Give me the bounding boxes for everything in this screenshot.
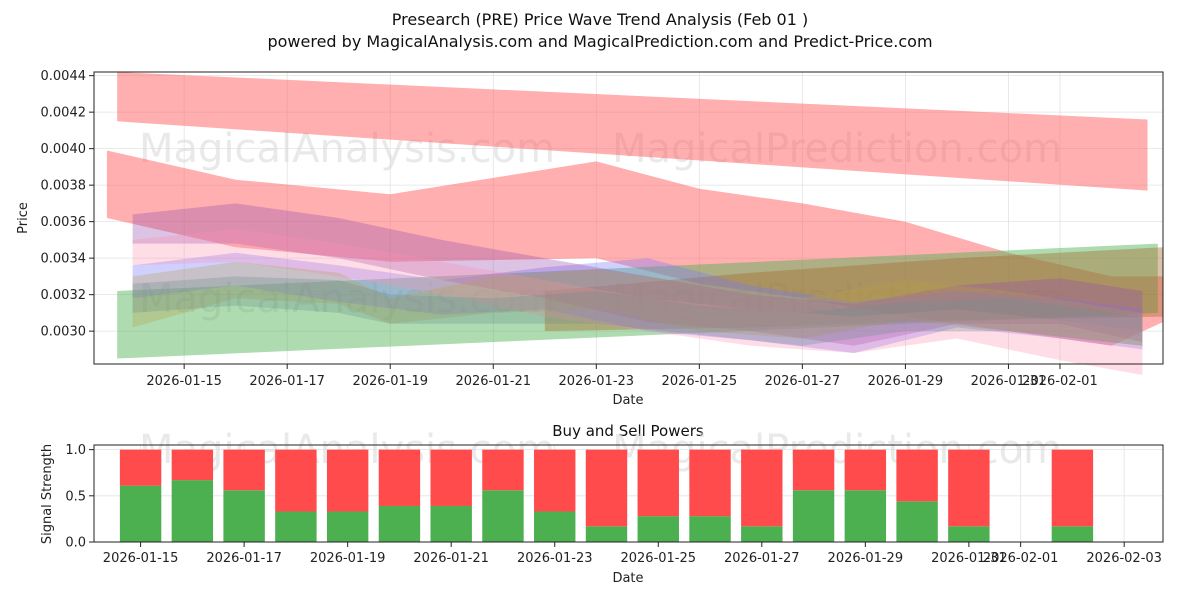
power-xtick-label: 2026-01-25 bbox=[620, 551, 696, 566]
power-xtick-label: 2026-01-27 bbox=[724, 551, 800, 566]
sell-bar bbox=[948, 449, 990, 527]
price-xtick-label: 2026-01-19 bbox=[352, 374, 428, 389]
sell-bar bbox=[378, 449, 421, 506]
price-ytick-label: 0.0040 bbox=[41, 142, 87, 157]
power-xtick-label: 2026-01-17 bbox=[206, 551, 282, 566]
sell-bar bbox=[430, 449, 472, 506]
sell-bar bbox=[689, 449, 731, 517]
price-bands bbox=[106, 72, 1163, 375]
power-ylabel: Signal Strength bbox=[40, 444, 55, 544]
power-ytick-label: 0.0 bbox=[65, 536, 86, 551]
price-ytick-label: 0.0038 bbox=[41, 179, 87, 194]
price-xtick-label: 2026-01-27 bbox=[765, 374, 841, 389]
power-xtick-label: 2026-01-21 bbox=[413, 551, 489, 566]
buy-bar bbox=[637, 516, 679, 542]
price-ylabel: Price bbox=[16, 202, 31, 234]
power-bars bbox=[119, 449, 1094, 542]
price-band bbox=[132, 261, 1143, 346]
buy-bar bbox=[534, 511, 576, 542]
power-xtick-label: 2026-01-23 bbox=[517, 551, 593, 566]
price-ytick-label: 0.0032 bbox=[41, 288, 87, 303]
power-xtick-label: 2026-01-15 bbox=[103, 551, 179, 566]
price-band bbox=[132, 203, 1143, 346]
price-ytick-label: 0.0044 bbox=[41, 69, 87, 84]
power-ticks: 2026-01-15 2026-01-17 2026-01-19 2026-01-21… bbox=[65, 443, 1162, 566]
price-band bbox=[544, 247, 1163, 332]
power-title: Buy and Sell Powers bbox=[552, 422, 704, 440]
price-xtick-label: 2026-01-31 bbox=[971, 374, 1047, 389]
buy-bar bbox=[482, 490, 524, 542]
price-ytick-label: 0.0030 bbox=[41, 325, 87, 340]
sell-bar bbox=[792, 449, 835, 491]
sell-bar bbox=[171, 449, 214, 481]
buy-bar bbox=[275, 511, 317, 542]
sell-bar bbox=[534, 449, 576, 512]
buy-bar bbox=[171, 480, 214, 542]
price-ytick-label: 0.0042 bbox=[41, 106, 87, 121]
sell-bar bbox=[896, 449, 938, 502]
price-band bbox=[132, 276, 1143, 346]
sell-bar bbox=[585, 449, 628, 527]
price-ticks: 2026-01-15 2026-01-17 2026-01-19 2026-01-21… bbox=[41, 69, 1098, 389]
price-ytick-label: 0.0036 bbox=[41, 215, 87, 230]
price-band bbox=[132, 229, 1143, 375]
power-xtick-label: 2026-01-29 bbox=[828, 551, 904, 566]
sell-bar bbox=[223, 449, 265, 491]
sell-bar bbox=[119, 449, 162, 486]
buy-bar bbox=[326, 511, 369, 542]
buy-bar bbox=[223, 490, 265, 542]
power-frame bbox=[93, 444, 1164, 543]
buy-bar bbox=[1051, 526, 1094, 542]
power-xtick-label: 2026-01-31 bbox=[931, 551, 1007, 566]
buy-bar bbox=[119, 485, 162, 542]
buy-bar bbox=[844, 490, 887, 542]
power-xlabel: Date bbox=[612, 571, 643, 586]
price-xtick-label: 2026-01-29 bbox=[868, 374, 944, 389]
price-frame bbox=[93, 71, 1164, 365]
buy-bar bbox=[741, 526, 783, 542]
sell-bar bbox=[1051, 449, 1094, 527]
power-xtick-label: 2026-02-03 bbox=[1086, 551, 1162, 566]
price-band bbox=[106, 150, 1163, 346]
price-panel: MagicalAnalysis.com MagicalPrediction.co… bbox=[16, 69, 1164, 408]
buy-bar bbox=[430, 505, 472, 542]
sell-bar bbox=[637, 449, 679, 517]
price-xtick-label: 2026-01-17 bbox=[249, 374, 325, 389]
price-xtick-label: 2026-01-15 bbox=[146, 374, 222, 389]
price-xtick-label: 2026-02-01 bbox=[1022, 374, 1098, 389]
power-ytick-label: 0.5 bbox=[65, 489, 86, 504]
sell-bar bbox=[326, 449, 369, 512]
price-band bbox=[117, 243, 1158, 359]
power-ytick-label: 1.0 bbox=[65, 443, 86, 458]
price-xlabel: Date bbox=[612, 393, 643, 408]
buy-bar bbox=[585, 526, 628, 542]
price-xtick-label: 2026-01-25 bbox=[662, 374, 738, 389]
chart-subtitle: powered by MagicalAnalysis.com and Magic… bbox=[267, 32, 932, 51]
power-panel: Buy and Sell Powers MagicalAnalysis.com … bbox=[40, 422, 1164, 586]
buy-bar bbox=[689, 516, 731, 542]
buy-bar bbox=[948, 526, 990, 542]
sell-bar bbox=[482, 449, 524, 491]
price-band bbox=[117, 72, 1148, 191]
price-xtick-label: 2026-01-23 bbox=[559, 374, 635, 389]
watermark-bottom-right: MagicalPrediction.com bbox=[612, 427, 1062, 473]
buy-bar bbox=[792, 490, 835, 542]
sell-bar bbox=[275, 449, 317, 512]
price-band bbox=[132, 252, 1143, 353]
power-xtick-label: 2026-01-19 bbox=[310, 551, 386, 566]
sell-bar bbox=[741, 449, 783, 527]
price-xtick-label: 2026-01-21 bbox=[455, 374, 531, 389]
buy-bar bbox=[896, 501, 938, 542]
power-xtick-label: 2026-02-01 bbox=[983, 551, 1059, 566]
sell-bar bbox=[844, 449, 887, 491]
watermark-mid-left: MagicalAnalysis.com bbox=[139, 276, 555, 322]
buy-bar bbox=[378, 505, 421, 542]
chart-title: Presearch (PRE) Price Wave Trend Analysi… bbox=[392, 10, 808, 29]
price-ytick-label: 0.0034 bbox=[41, 252, 87, 267]
